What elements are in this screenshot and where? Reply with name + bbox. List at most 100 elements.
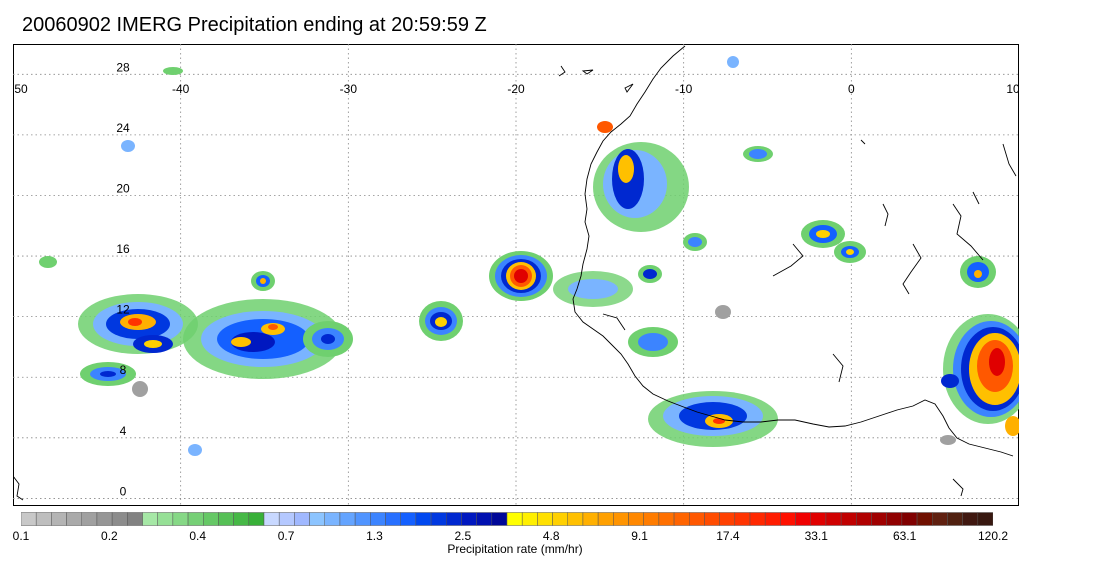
colorbar-swatch: [689, 512, 705, 526]
precip-cluster-sahara: [593, 121, 689, 232]
colorbar-swatch: [385, 512, 401, 526]
colorbar-swatch: [916, 512, 933, 526]
colorbar-swatch: [719, 512, 736, 526]
colorbar-swatch: [157, 512, 174, 526]
axis-tick-labels: -50 -40 -30 -20 -10 0 10 28 24 20 16 12 8 4 0: [13, 60, 1019, 498]
colorbar-swatch: [370, 512, 386, 526]
precip-cluster-gulf-guinea: [553, 271, 778, 447]
colorbar-swatch: [506, 512, 523, 526]
colorbar-swatch: [415, 512, 432, 526]
colorbar-swatch: [263, 512, 280, 526]
colorbar-swatch: [537, 512, 553, 526]
colorbar-swatch: [947, 512, 963, 526]
colorbar-swatch: [795, 512, 811, 526]
colorbar: [20, 512, 994, 531]
lat-tick-label: 12: [116, 303, 130, 317]
lat-tick-label: 28: [116, 60, 130, 74]
precip-cluster-sahel: [638, 146, 866, 283]
colorbar-swatch: [597, 512, 614, 526]
colorbar-swatch: [749, 512, 766, 526]
lat-tick-label: 24: [116, 121, 130, 135]
colorbar-swatch: [111, 512, 128, 526]
map-panel: -50 -40 -30 -20 -10 0 10 28 24 20 16 12 8 4 0: [13, 44, 1019, 506]
colorbar-swatch: [643, 512, 660, 526]
colorbar-swatch: [810, 512, 827, 526]
colorbar-tick-label: 2.5: [454, 529, 472, 543]
lon-tick-label: -40: [172, 82, 190, 96]
lon-tick-label: 10: [1006, 82, 1019, 96]
colorbar-swatch: [233, 512, 250, 526]
colorbar-swatches: [20, 512, 994, 526]
colorbar-tick-label: 0.4: [189, 529, 207, 543]
colorbar-swatch: [734, 512, 751, 526]
colorbar-swatch: [856, 512, 872, 526]
colorbar-swatch: [51, 512, 67, 526]
lat-tick-label: 8: [120, 363, 127, 377]
colorbar-tick-label: 120.2: [977, 529, 1009, 543]
colorbar-tick-label: 9.1: [631, 529, 648, 543]
precipitation-map: -50 -40 -30 -20 -10 0 10 28 24 20 16 12 8 4 0: [13, 44, 1019, 506]
colorbar-swatch: [491, 512, 508, 526]
colorbar-swatch: [172, 512, 189, 526]
colorbar-swatch: [658, 512, 675, 526]
colorbar-tick-label: 33.1: [804, 529, 828, 543]
colorbar-swatch: [278, 512, 295, 526]
colorbar-tick-label: 1.3: [366, 529, 383, 543]
colorbar-tick-label: 0.7: [277, 529, 295, 543]
colorbar-swatch: [871, 512, 887, 526]
colorbar-swatch: [521, 512, 538, 526]
colorbar-swatch: [552, 512, 568, 526]
colorbar-swatch: [840, 512, 857, 526]
precip-cluster-west-africa-offshore: [489, 251, 553, 301]
colorbar-swatch: [354, 512, 371, 526]
colorbar-swatch: [628, 512, 644, 526]
colorbar-tick-label: 0.1: [12, 529, 30, 543]
precip-cluster-west: [78, 294, 198, 386]
colorbar-tick-label: 17.4: [716, 529, 740, 543]
colorbar-swatch: [203, 512, 219, 526]
colorbar-swatch: [35, 512, 52, 526]
precip-cluster-misc: [39, 56, 956, 456]
colorbar-swatch: [339, 512, 356, 526]
colorbar-swatch: [825, 512, 842, 526]
colorbar-swatch: [932, 512, 948, 526]
colorbar-swatch: [127, 512, 143, 526]
colorbar-swatch: [324, 512, 341, 526]
coastline: [13, 45, 1017, 501]
colorbar-swatch: [142, 512, 158, 526]
precip-cells: [39, 56, 1019, 456]
lat-tick-label: 20: [116, 181, 130, 195]
colorbar-swatch: [20, 512, 37, 526]
colorbar-swatch: [977, 512, 994, 526]
colorbar-swatch: [81, 512, 98, 526]
colorbar-swatch: [218, 512, 234, 526]
lon-tick-label: 0: [848, 82, 855, 96]
colorbar-swatch: [780, 512, 796, 526]
map-title: 20060902 IMERG Precipitation ending at 2…: [22, 14, 487, 36]
colorbar-swatch: [567, 512, 584, 526]
precip-cluster-east: [941, 256, 1019, 436]
colorbar-swatch: [673, 512, 690, 526]
colorbar-title: Precipitation rate (mm/hr): [447, 542, 583, 556]
colorbar-tick-label: 63.1: [892, 529, 917, 543]
precip-cluster-mid: [419, 301, 463, 341]
colorbar-swatch: [248, 512, 265, 526]
colorbar-tick-label: 4.8: [542, 529, 560, 543]
colorbar-swatch: [461, 512, 477, 526]
colorbar-swatch: [187, 512, 204, 526]
lon-tick-label: -10: [675, 82, 693, 96]
lon-tick-label: -20: [507, 82, 525, 96]
colorbar-swatch: [96, 512, 113, 526]
colorbar-swatch: [901, 512, 918, 526]
colorbar-swatch: [66, 512, 82, 526]
colorbar-swatch: [430, 512, 447, 526]
precip-cluster-west-2: [183, 271, 353, 379]
colorbar-swatch: [886, 512, 903, 526]
colorbar-swatch: [400, 512, 417, 526]
colorbar-swatch: [309, 512, 325, 526]
colorbar-swatch: [294, 512, 310, 526]
lat-tick-label: 16: [116, 242, 130, 256]
lat-tick-label: 4: [120, 424, 127, 438]
lon-tick-label: -30: [340, 82, 358, 96]
colorbar-swatch: [764, 512, 781, 526]
